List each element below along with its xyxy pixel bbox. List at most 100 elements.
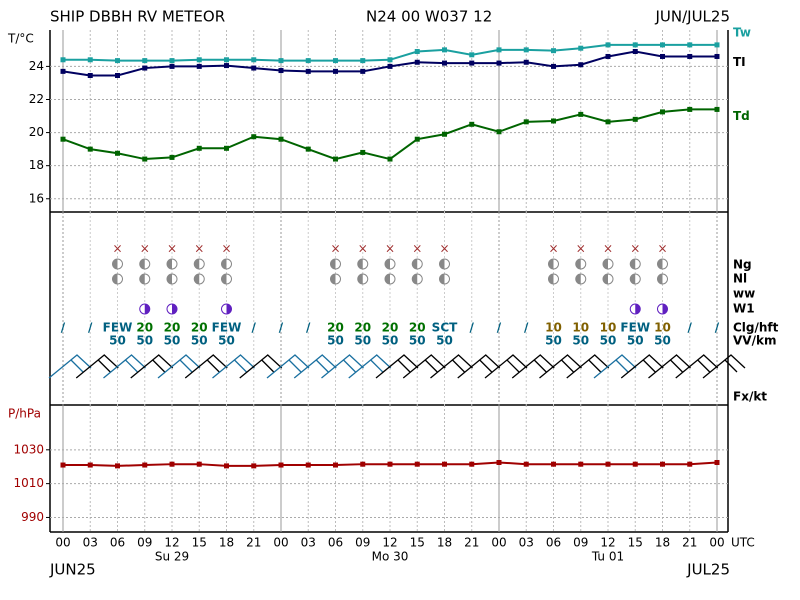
visibility: 50: [572, 334, 589, 348]
point: [224, 145, 229, 151]
visibility: 50: [218, 334, 235, 348]
visibility: 50: [109, 334, 126, 348]
point: [224, 463, 229, 469]
point: [142, 462, 148, 468]
wind-barb: [293, 354, 337, 379]
point: [196, 63, 202, 69]
point: [387, 63, 393, 69]
point: [442, 131, 447, 137]
cloud-symbol: [657, 274, 663, 284]
station: SHIP DBBH RV METEOR: [50, 8, 225, 26]
cloud-symbol: [548, 259, 554, 269]
x-tick-label: 03: [83, 536, 98, 550]
point: [578, 111, 584, 117]
wind-barb: [593, 354, 637, 379]
visibility: 50: [409, 334, 426, 348]
cloud-symbol: [439, 274, 445, 284]
x-tick-label: 06: [110, 536, 125, 550]
cloud-ceiling: 10: [572, 321, 589, 335]
cloud-ceiling: 10: [654, 321, 671, 335]
cloud-symbol: [657, 259, 663, 269]
cloud-symbol: [139, 274, 145, 284]
cloud-symbol: [167, 274, 172, 284]
point: [660, 53, 665, 59]
cloud-ceiling: SCT: [432, 321, 458, 335]
point: [87, 73, 93, 78]
legend-entry: Tw: [733, 25, 751, 39]
cloud-ceiling: 20: [409, 321, 426, 335]
point: [387, 461, 393, 467]
x-tick-label: 12: [382, 536, 397, 550]
wind-barb: [702, 354, 746, 379]
visibility: 50: [136, 334, 153, 348]
point: [578, 45, 584, 51]
cloud-symbol: [630, 259, 636, 269]
cloud-ceiling: 20: [191, 321, 208, 335]
point: [251, 57, 257, 63]
wind-barb: [103, 354, 146, 379]
cloud-ceiling: /: [61, 321, 66, 335]
wind-barb: [430, 354, 473, 379]
point: [414, 461, 420, 467]
point: [196, 57, 202, 63]
point: [714, 53, 720, 59]
weather-symbol: ×: [630, 242, 640, 256]
cloud-ceiling: /: [306, 321, 311, 335]
weather-symbol: ×: [412, 242, 422, 256]
past-weather: [662, 304, 668, 314]
point: [605, 119, 611, 125]
point: [169, 154, 175, 160]
cloud-ceiling: /: [279, 321, 284, 335]
wind-barb: [566, 354, 610, 379]
point: [714, 459, 720, 465]
point: [442, 47, 447, 53]
point: [333, 156, 338, 162]
point: [142, 58, 148, 64]
weather-symbol: ×: [603, 242, 613, 256]
point: [196, 145, 202, 151]
x-tick-label: 00: [273, 536, 288, 550]
point: [142, 156, 148, 162]
end-month: JUL25: [686, 561, 730, 579]
cloud-ceiling: /: [715, 321, 720, 335]
point: [496, 459, 502, 465]
wind-barb: [675, 354, 719, 379]
point: [605, 461, 611, 467]
cloud-symbol: [575, 274, 581, 284]
legend-entry: Td: [733, 109, 750, 123]
point: [523, 461, 529, 467]
point: [551, 118, 556, 124]
point: [305, 462, 311, 468]
wind-barb: [511, 354, 555, 379]
row-label: Nl: [733, 272, 747, 286]
legend-entry: TI: [733, 55, 746, 69]
x-tick-label: 03: [301, 536, 316, 550]
x-tick-label: 06: [546, 536, 561, 550]
visibility: 50: [436, 334, 453, 348]
day-label: Su 29: [155, 550, 189, 564]
point: [360, 149, 366, 155]
point: [169, 63, 175, 69]
point: [333, 462, 338, 468]
cloud-symbol: [139, 259, 145, 269]
point: [333, 68, 338, 74]
y-tick-label: 18: [29, 158, 44, 172]
x-tick-label: 12: [600, 536, 615, 550]
point: [687, 53, 693, 59]
point: [687, 42, 693, 48]
cloud-symbol: [221, 274, 227, 284]
past-weather: [226, 304, 232, 314]
cloud-ceiling: /: [497, 321, 502, 335]
point: [87, 462, 93, 468]
cloud-ceiling: 20: [164, 321, 181, 335]
cloud-symbol: [357, 259, 363, 269]
point: [551, 48, 556, 54]
point: [660, 461, 665, 467]
cloud-symbol: [412, 274, 418, 284]
x-tick-label: 21: [464, 536, 479, 550]
cloud-symbol: [412, 259, 418, 269]
y-axis-label: T/°C: [7, 32, 34, 46]
point: [60, 57, 66, 63]
cloud-symbol: [112, 259, 118, 269]
point: [469, 121, 475, 127]
